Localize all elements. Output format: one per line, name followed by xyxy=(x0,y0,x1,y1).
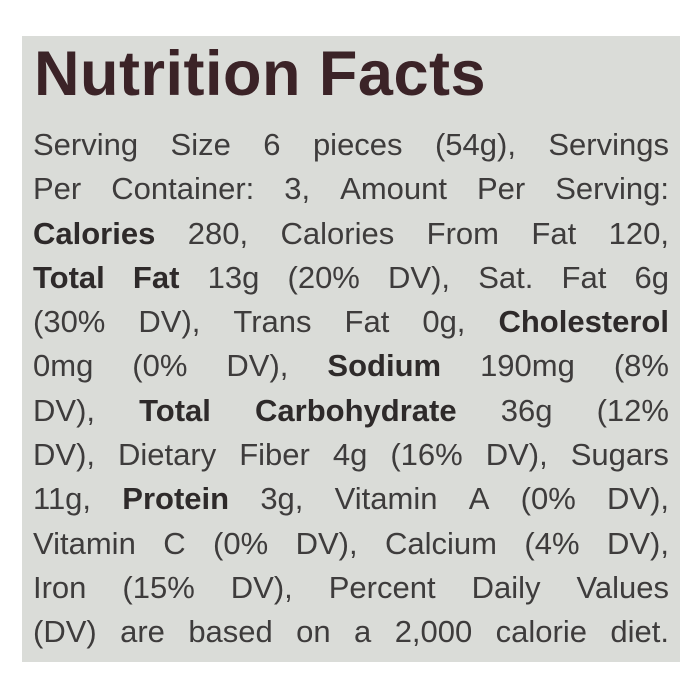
text-word: Per xyxy=(33,171,82,207)
text-word: 190mg xyxy=(480,348,575,384)
text-line: Total Fat 13g (20% DV), Sat. Fat 6g xyxy=(33,256,669,300)
text-line: Serving Size 6 pieces (54g), Servings xyxy=(33,123,669,167)
text-word: 6g xyxy=(634,259,669,295)
text-word: Daily xyxy=(471,569,541,605)
text-word: (20% xyxy=(287,259,360,295)
text-word: From xyxy=(426,215,499,251)
text-word: DV), xyxy=(607,481,669,517)
text-word: Values xyxy=(576,569,669,605)
text-word: Serving xyxy=(33,127,139,162)
bold-nutrient-label: Total xyxy=(33,259,105,295)
text-word: Calories xyxy=(280,215,395,251)
text-word: DV), xyxy=(295,525,358,561)
text-line: (DV) are based on a 2,000 calorie diet. xyxy=(33,610,669,654)
text-word: Amount xyxy=(340,171,447,207)
bold-nutrient-label: Total xyxy=(139,392,211,428)
text-word: 11g, xyxy=(33,481,92,517)
text-line: 11g, Protein 3g, Vitamin A (0% DV), xyxy=(33,477,669,521)
text-word: DV), xyxy=(485,437,548,473)
text-word: Fat xyxy=(531,215,577,251)
text-word: Per xyxy=(476,171,526,207)
text-word: 0g, xyxy=(422,304,466,340)
bold-nutrient-label: Protein xyxy=(122,481,230,517)
text-word: 3g, xyxy=(260,481,304,517)
text-word: (12% xyxy=(596,392,669,428)
text-word: Dietary xyxy=(118,437,217,473)
text-word: 120, xyxy=(608,215,669,251)
text-word: (8% xyxy=(613,348,669,384)
text-word: 2,000 xyxy=(394,614,473,650)
label-title: Nutrition Facts xyxy=(34,39,487,109)
text-word: 280, xyxy=(187,215,249,251)
text-word: DV), xyxy=(226,348,289,384)
text-word: DV), xyxy=(388,259,451,295)
text-word: Size xyxy=(170,127,231,162)
text-word: DV), xyxy=(33,392,95,428)
bold-nutrient-label: Sodium xyxy=(327,348,442,384)
bold-nutrient-label: Cholesterol xyxy=(498,304,669,340)
text-word: (0% xyxy=(520,481,576,517)
text-word: are xyxy=(120,614,165,650)
text-word: C xyxy=(163,525,186,561)
text-word: A xyxy=(468,481,490,517)
text-word: calorie xyxy=(495,614,587,650)
text-word: Fat xyxy=(344,304,390,340)
text-word: a xyxy=(354,614,372,650)
bold-nutrient-label: Fat xyxy=(132,259,180,295)
text-word: Fiber xyxy=(239,437,310,473)
text-word: based xyxy=(188,614,273,650)
text-word: diet. xyxy=(610,614,669,650)
text-line: Calories 280, Calories From Fat 120, xyxy=(33,212,669,256)
text-word: (30% xyxy=(33,304,106,340)
text-line: (30% DV), Trans Fat 0g, Cholesterol xyxy=(33,300,669,344)
text-word: Iron xyxy=(33,569,87,605)
text-word: Servings xyxy=(548,127,669,162)
text-word: DV), xyxy=(33,437,95,473)
bold-nutrient-label: Carbohydrate xyxy=(255,392,457,428)
text-line: Vitamin C (0% DV), Calcium (4% DV), xyxy=(33,522,669,566)
text-word: (4% xyxy=(524,525,580,561)
text-word: pieces xyxy=(312,127,403,162)
text-word: DV), xyxy=(138,304,201,340)
text-word: 13g xyxy=(207,259,260,295)
text-word: Fat xyxy=(561,259,607,295)
text-word: 6 xyxy=(263,127,281,162)
text-line: DV), Dietary Fiber 4g (16% DV), Sugars xyxy=(33,433,669,477)
text-line: Per Container: 3, Amount Per Serving: xyxy=(33,167,669,211)
text-word: Container: xyxy=(111,171,255,207)
text-word: Sat. xyxy=(478,259,534,295)
text-word: (16% xyxy=(390,437,463,473)
text-word: (0% xyxy=(132,348,188,384)
text-word: 3, xyxy=(284,171,311,207)
text-word: (15% xyxy=(122,569,195,605)
text-word: (0% xyxy=(213,525,269,561)
text-word: on xyxy=(296,614,331,650)
text-word: Vitamin xyxy=(33,525,136,561)
nutrition-label: Nutrition Facts Serving Size 6 pieces (54g),… xyxy=(22,36,680,662)
text-word: (DV) xyxy=(33,614,97,650)
text-word: DV), xyxy=(230,569,293,605)
text-word: 36g xyxy=(500,392,553,428)
text-word: Vitamin xyxy=(334,481,438,517)
text-word: 0mg xyxy=(33,348,94,384)
text-line: 0mg (0% DV), Sodium 190mg (8% xyxy=(33,344,669,388)
text-word: (54g), xyxy=(434,127,516,162)
text-word: Sugars xyxy=(570,437,669,473)
text-word: Percent xyxy=(328,569,436,605)
text-word: Calcium xyxy=(385,525,497,561)
text-word: DV), xyxy=(606,525,669,561)
text-line: DV), Total Carbohydrate 36g (12% xyxy=(33,389,669,433)
text-word: 4g xyxy=(332,437,368,473)
text-word: Trans xyxy=(233,304,312,340)
bold-nutrient-label: Calories xyxy=(33,215,156,251)
text-word: Serving: xyxy=(555,171,669,207)
text-line: Iron (15% DV), Percent Daily Values xyxy=(33,566,669,610)
nutrition-text: Serving Size 6 pieces (54g), Servings Per Conta… xyxy=(33,123,669,655)
